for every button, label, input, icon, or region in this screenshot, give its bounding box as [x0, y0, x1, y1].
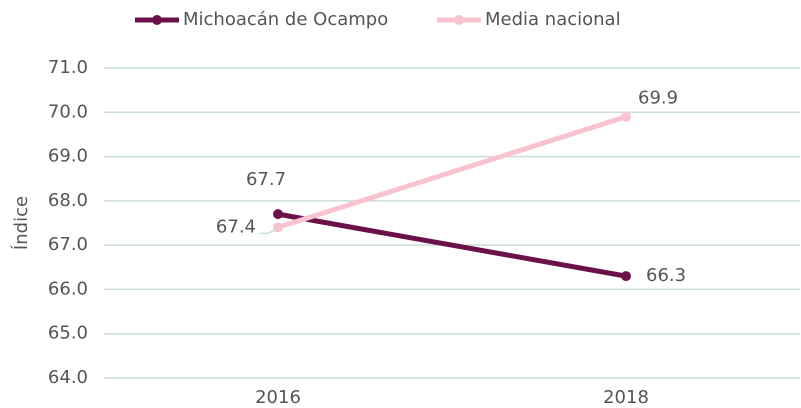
leader-line [260, 228, 277, 235]
y-axis-label: Índice [10, 196, 32, 250]
data-point [621, 111, 631, 122]
series-line [277, 114, 627, 230]
series-line [277, 211, 627, 279]
y-tick-label: 70.0 [48, 101, 88, 122]
y-tick-label: 67.0 [48, 234, 88, 255]
y-tick-label: 71.0 [48, 57, 88, 78]
legend-marker [152, 15, 162, 25]
data-label: 67.7 [246, 169, 286, 190]
data-label: 69.9 [638, 88, 678, 109]
data-label: 66.3 [646, 265, 686, 286]
y-tick-label: 69.0 [48, 146, 88, 167]
legend-label: Michoacán de Ocampo [183, 9, 388, 30]
x-tick-label: 2016 [255, 387, 301, 408]
y-tick-label: 65.0 [48, 323, 88, 344]
y-tick-label: 68.0 [48, 190, 88, 211]
y-tick-label: 64.0 [48, 367, 88, 388]
data-point [621, 271, 631, 282]
data-label: 67.4 [216, 216, 256, 237]
y-tick-label: 66.0 [48, 278, 88, 299]
legend-label: Media nacional [485, 9, 621, 30]
data-point [273, 209, 283, 220]
x-tick-label: 2018 [603, 387, 649, 408]
legend-marker [454, 15, 464, 25]
